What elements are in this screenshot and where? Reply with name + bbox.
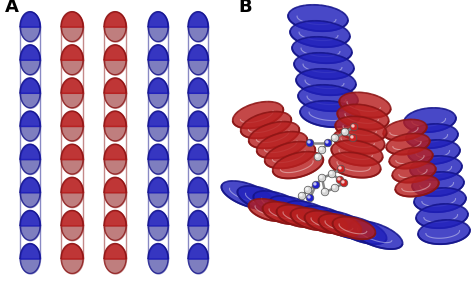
Text: B: B [238, 0, 252, 16]
Polygon shape [298, 85, 358, 111]
Circle shape [339, 167, 341, 169]
Polygon shape [404, 108, 456, 132]
Polygon shape [392, 161, 436, 183]
Polygon shape [254, 191, 307, 219]
Circle shape [351, 136, 353, 138]
Circle shape [314, 183, 316, 185]
Circle shape [333, 136, 335, 138]
Circle shape [321, 188, 329, 196]
Polygon shape [416, 204, 468, 228]
Circle shape [342, 181, 344, 183]
Polygon shape [291, 208, 333, 230]
Polygon shape [335, 116, 387, 142]
Polygon shape [249, 122, 299, 148]
Polygon shape [273, 152, 323, 178]
Circle shape [314, 153, 322, 161]
Circle shape [306, 194, 314, 202]
Polygon shape [339, 92, 391, 118]
Polygon shape [410, 156, 462, 180]
Polygon shape [319, 214, 361, 236]
Circle shape [318, 174, 326, 182]
Circle shape [298, 192, 306, 200]
Polygon shape [408, 140, 460, 164]
Polygon shape [301, 206, 355, 234]
Circle shape [328, 170, 336, 178]
Polygon shape [296, 69, 356, 95]
Polygon shape [406, 124, 458, 148]
Polygon shape [305, 211, 347, 233]
Circle shape [337, 165, 345, 173]
Circle shape [306, 188, 308, 190]
Polygon shape [418, 220, 470, 244]
Polygon shape [329, 152, 381, 178]
Polygon shape [318, 211, 371, 239]
Circle shape [324, 139, 332, 147]
Circle shape [343, 130, 345, 132]
Circle shape [316, 155, 318, 157]
Polygon shape [337, 104, 389, 130]
Polygon shape [290, 21, 350, 47]
Circle shape [323, 190, 325, 192]
Circle shape [318, 146, 326, 154]
Polygon shape [264, 142, 315, 168]
Circle shape [312, 181, 320, 189]
Polygon shape [269, 196, 323, 224]
Circle shape [336, 176, 344, 184]
Polygon shape [277, 205, 319, 227]
Circle shape [320, 176, 322, 178]
Circle shape [340, 179, 348, 187]
Circle shape [308, 141, 310, 143]
Polygon shape [292, 37, 352, 63]
Circle shape [330, 172, 332, 174]
Circle shape [333, 186, 335, 188]
Polygon shape [395, 175, 439, 197]
Text: A: A [5, 0, 19, 16]
Polygon shape [233, 102, 283, 128]
Circle shape [300, 194, 302, 196]
Circle shape [304, 186, 312, 194]
Circle shape [352, 125, 354, 127]
Polygon shape [241, 112, 292, 138]
Polygon shape [300, 101, 360, 127]
Polygon shape [414, 188, 466, 212]
Circle shape [331, 184, 339, 192]
Circle shape [349, 134, 357, 142]
Polygon shape [389, 147, 433, 169]
Polygon shape [412, 172, 464, 196]
Polygon shape [237, 186, 291, 214]
Circle shape [326, 141, 328, 143]
Polygon shape [333, 128, 385, 154]
Polygon shape [349, 221, 402, 249]
Polygon shape [383, 119, 427, 141]
Circle shape [341, 128, 349, 136]
Circle shape [350, 123, 358, 131]
Polygon shape [248, 199, 292, 221]
Polygon shape [333, 217, 375, 239]
Polygon shape [333, 216, 387, 244]
Polygon shape [285, 201, 338, 229]
Circle shape [308, 196, 310, 198]
Polygon shape [386, 134, 430, 155]
Polygon shape [294, 53, 354, 79]
Polygon shape [257, 132, 307, 158]
Circle shape [306, 139, 314, 147]
Polygon shape [288, 5, 348, 31]
Polygon shape [331, 140, 383, 166]
Polygon shape [263, 202, 305, 224]
Circle shape [338, 178, 340, 180]
Circle shape [331, 134, 339, 142]
Circle shape [320, 148, 322, 150]
Polygon shape [221, 181, 274, 209]
